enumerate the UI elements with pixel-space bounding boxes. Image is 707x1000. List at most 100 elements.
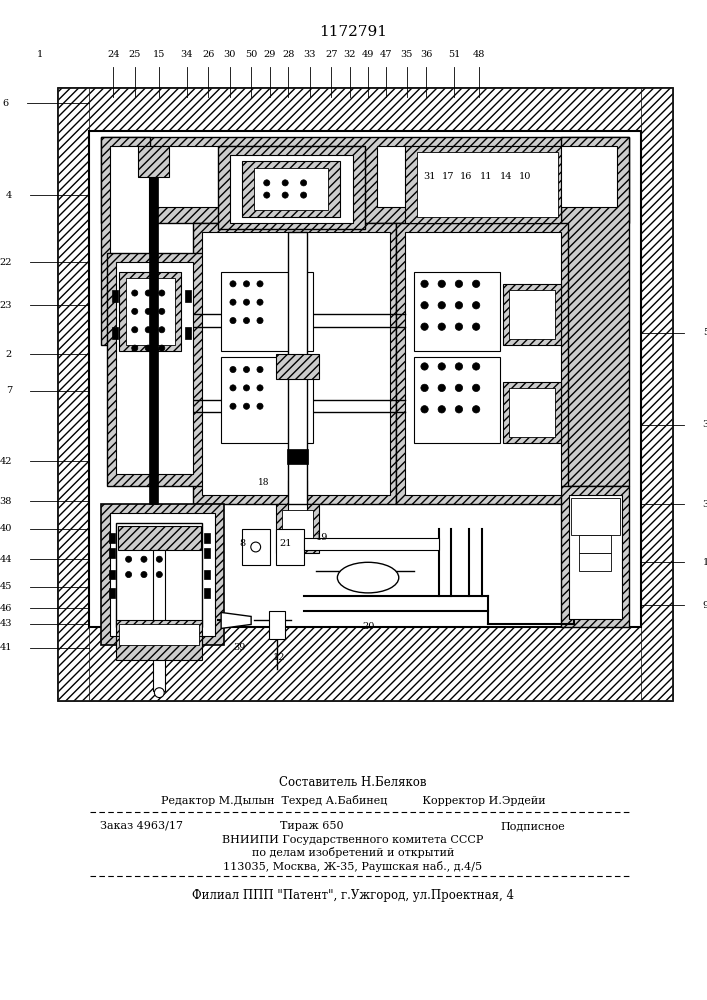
Bar <box>185 327 191 339</box>
Circle shape <box>243 366 250 373</box>
Circle shape <box>421 280 428 288</box>
Circle shape <box>421 384 428 392</box>
Text: 113035, Москва, Ж-35, Раушская наб., д.4/5: 113035, Москва, Ж-35, Раушская наб., д.4… <box>223 860 483 871</box>
Circle shape <box>264 180 270 186</box>
Bar <box>276 504 319 553</box>
Circle shape <box>145 327 151 333</box>
Bar <box>221 357 312 443</box>
Circle shape <box>257 385 263 391</box>
Text: Подписное: Подписное <box>500 821 565 831</box>
Text: 2: 2 <box>6 350 12 359</box>
Text: 11: 11 <box>480 172 492 181</box>
Bar <box>405 146 561 223</box>
Bar <box>287 449 308 464</box>
Circle shape <box>472 406 480 413</box>
Circle shape <box>421 406 428 413</box>
Bar <box>101 137 629 223</box>
Circle shape <box>158 308 165 314</box>
Text: 4: 4 <box>6 191 12 200</box>
Text: 28: 28 <box>282 50 294 59</box>
Bar <box>405 232 561 495</box>
Text: 36: 36 <box>420 50 433 59</box>
Circle shape <box>257 403 263 409</box>
Text: 7: 7 <box>6 386 12 395</box>
Bar <box>569 495 621 619</box>
Bar <box>204 588 210 598</box>
Text: 29: 29 <box>264 50 276 59</box>
Circle shape <box>438 384 445 392</box>
Circle shape <box>300 180 307 186</box>
Text: 8: 8 <box>239 539 245 548</box>
Circle shape <box>300 192 307 198</box>
Text: 22: 22 <box>0 258 12 267</box>
Text: 42: 42 <box>0 457 12 466</box>
Circle shape <box>141 571 147 578</box>
Text: 19: 19 <box>316 533 328 542</box>
Text: 14: 14 <box>500 172 513 181</box>
Circle shape <box>438 363 445 370</box>
Bar <box>204 533 210 543</box>
Circle shape <box>132 308 138 314</box>
Bar <box>204 548 210 558</box>
Text: 10: 10 <box>518 172 531 181</box>
Bar <box>126 278 175 345</box>
Bar <box>255 168 328 210</box>
Text: 37: 37 <box>703 500 707 509</box>
Text: 17: 17 <box>442 172 454 181</box>
Bar <box>417 152 559 217</box>
Circle shape <box>251 542 261 552</box>
Circle shape <box>158 327 165 333</box>
Bar <box>414 272 500 351</box>
Bar <box>276 529 303 565</box>
Text: Составитель Н.Беляков: Составитель Н.Беляков <box>279 776 427 788</box>
Text: 1172791: 1172791 <box>319 25 387 39</box>
Bar <box>288 480 307 529</box>
Text: 43: 43 <box>0 619 12 628</box>
Circle shape <box>421 302 428 309</box>
Text: 27: 27 <box>325 50 337 59</box>
Bar <box>378 146 617 207</box>
Text: 9: 9 <box>703 601 707 610</box>
Bar <box>109 588 115 598</box>
Text: 21: 21 <box>279 539 291 548</box>
Circle shape <box>230 403 236 409</box>
Text: 13: 13 <box>703 558 707 567</box>
Circle shape <box>421 323 428 330</box>
Text: 47: 47 <box>380 50 393 59</box>
Text: 45: 45 <box>0 582 12 591</box>
Bar <box>578 553 611 571</box>
Circle shape <box>282 192 288 198</box>
Bar <box>58 88 672 700</box>
Circle shape <box>230 366 236 373</box>
Bar <box>88 131 641 627</box>
Text: 6: 6 <box>3 99 9 108</box>
Circle shape <box>472 323 480 330</box>
Bar <box>204 570 210 579</box>
Bar <box>58 88 88 700</box>
Circle shape <box>472 363 480 370</box>
Text: 15: 15 <box>153 50 165 59</box>
Circle shape <box>421 363 428 370</box>
Bar <box>101 137 150 345</box>
Bar <box>153 550 165 691</box>
Text: 3: 3 <box>703 420 707 429</box>
Bar <box>202 232 390 495</box>
Bar <box>119 146 365 207</box>
Circle shape <box>243 299 250 305</box>
Bar <box>243 529 270 565</box>
Circle shape <box>132 290 138 296</box>
Circle shape <box>257 317 263 324</box>
Bar <box>117 620 202 648</box>
Bar <box>396 223 568 504</box>
Bar <box>138 146 168 177</box>
Circle shape <box>156 571 163 578</box>
Bar <box>561 486 629 627</box>
Bar <box>509 290 555 339</box>
Text: Тираж 650: Тираж 650 <box>280 821 344 831</box>
Circle shape <box>230 281 236 287</box>
Text: Редактор М.Дылын  Техред А.Бабинец          Корректор И.Эрдейи: Редактор М.Дылын Техред А.Бабинец Коррек… <box>160 794 545 806</box>
Bar <box>117 526 201 550</box>
Text: 51: 51 <box>448 50 460 59</box>
Text: 25: 25 <box>129 50 141 59</box>
Bar <box>243 161 341 217</box>
